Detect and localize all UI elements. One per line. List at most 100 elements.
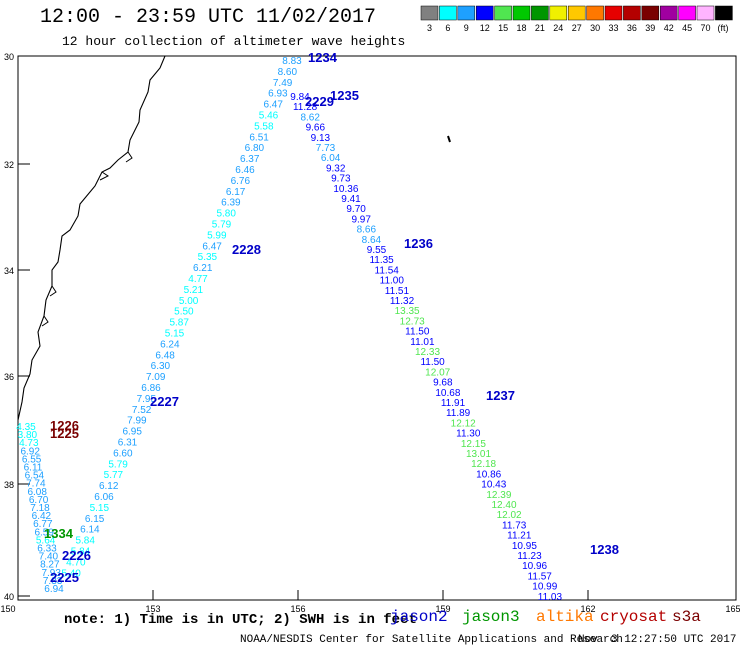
lon-label: 156 [290,604,305,614]
track-a-value: 6.24 [160,339,180,350]
track-a-value: 7.99 [127,416,147,427]
track-a-value: 6.47 [263,100,283,111]
track-a-value: 7.95 [137,394,157,405]
track-c-value: 6.77 [33,519,53,530]
track-a-value: 7.52 [132,405,152,416]
legend-label: 30 [590,23,600,33]
legend-swatch [623,5,641,21]
pass-label: 2225 [50,570,79,585]
track-b-value: 9.70 [346,204,366,215]
legend-label: 3 [427,23,432,33]
track-a-value: 6.51 [249,132,269,143]
track-b-value: 11.50 [405,327,430,338]
legend-swatch [641,5,660,21]
coastline-detail [41,151,133,327]
track-b-value: 8.66 [357,225,377,236]
pass-label: 2226 [62,548,91,563]
track-c-value: 4.35 [16,422,36,433]
legend-label: 12 [480,23,490,33]
track-a-value: 8.83 [282,56,302,67]
track-b-value: 9.84 [290,92,310,103]
color-legend: 3 6 9 12 15 18 21 24 27 30 33 36 39 42 45 70 (ft) [420,5,733,33]
legend-label: 6 [445,23,450,33]
track-c-value: 3.80 [18,430,38,441]
lat-label: 30 [4,52,14,62]
track-b-value: 11.89 [446,408,471,419]
track-a-value: 4.70 [66,557,86,568]
track-b-value: 9.73 [331,174,351,185]
track-b-value: 11.01 [410,337,435,348]
track-b-value: 12.18 [471,459,496,470]
pass-label: 1235 [330,88,359,103]
track-a-value: 6.46 [235,165,255,176]
track-a-value: 5.50 [174,307,194,318]
pass-label: 1226 [50,418,79,433]
track-b-value: 8.62 [300,112,320,123]
track-a-value: 6.86 [141,383,161,394]
track-b-value: 10.68 [435,388,460,399]
track-b-value: 11.51 [385,286,410,297]
legend-label: 21 [535,23,545,33]
footer-timestamp: Nov 3 12:27:50 UTC 2017 [578,634,737,646]
track-a-value: 5.21 [184,285,204,296]
track-a-value: 6.60 [113,448,133,459]
track-b-value: 9.32 [326,163,346,174]
wave-height-tracks: 8.838.607.496.936.475.465.586.516.806.37… [16,56,562,603]
footer-note: note: 1) Time is in UTC; 2) SWH is in fe… [64,612,417,628]
track-b-value: 6.04 [321,153,341,164]
track-b-value: 11.28 [293,102,318,113]
track-b-value: 11.73 [502,520,527,531]
track-a-value: 5.79 [108,459,128,470]
pass-label: 1237 [486,388,515,403]
track-a-value: 5.15 [90,503,110,514]
track-b-value: 9.55 [367,245,387,256]
track-c-value: 6.33 [37,544,57,555]
track-c-value: 8.27 [40,560,60,571]
track-b-value: 12.07 [425,367,450,378]
track-a-value: 6.48 [155,350,175,361]
pass-label: 1236 [404,236,433,251]
track-a-value: 5.99 [207,230,227,241]
track-b-value: 12.15 [461,439,486,450]
pass-label: 1334 [44,526,74,541]
track-c-value: 7.33 [43,576,63,587]
legend-label: 33 [608,23,618,33]
legend-swatch [457,5,476,21]
track-b-value: 11.21 [507,531,532,542]
track-c-value: 6.59 [34,527,54,538]
track-c-value: 4.73 [19,438,39,449]
satellite-cryosat: cryosat [600,608,668,626]
track-a-value: 5.15 [165,329,185,340]
track-a-value: 6.95 [122,427,142,438]
lat-label: 38 [4,480,14,490]
track-a-value: 5.84 [75,536,95,547]
legend-swatch [531,5,549,21]
legend-swatch [549,5,568,21]
legend-label: 15 [498,23,508,33]
track-a-value: 6.31 [118,438,138,449]
legend-swatch [420,5,439,21]
track-b-value: 9.13 [311,133,331,144]
track-b-value: 9.41 [341,194,361,205]
track-b-value: 9.66 [306,123,326,134]
track-b-value: 11.91 [441,398,466,409]
track-a-value: 6.47 [202,241,222,252]
track-a-value: 5.79 [212,220,232,231]
legend-label: 39 [645,23,655,33]
track-c-value: 6.11 [24,463,43,474]
track-b-value: 11.32 [390,296,415,307]
legend-unit: (ft) [718,23,729,33]
track-a-value: 7.09 [146,372,166,383]
track-a-value: 4.77 [188,274,208,285]
legend-label: 24 [553,23,563,33]
lon-label: 153 [145,604,160,614]
track-b-value: 13.35 [395,306,420,317]
track-c-value: 6.55 [22,454,42,465]
track-b-value: 11.00 [380,276,405,287]
track-a-value: 6.30 [151,361,171,372]
legend-swatch [659,5,678,21]
track-c-value: 5.64 [36,535,56,546]
track-b-value: 7.73 [316,143,336,154]
track-c-value: 7.93 [41,568,61,579]
